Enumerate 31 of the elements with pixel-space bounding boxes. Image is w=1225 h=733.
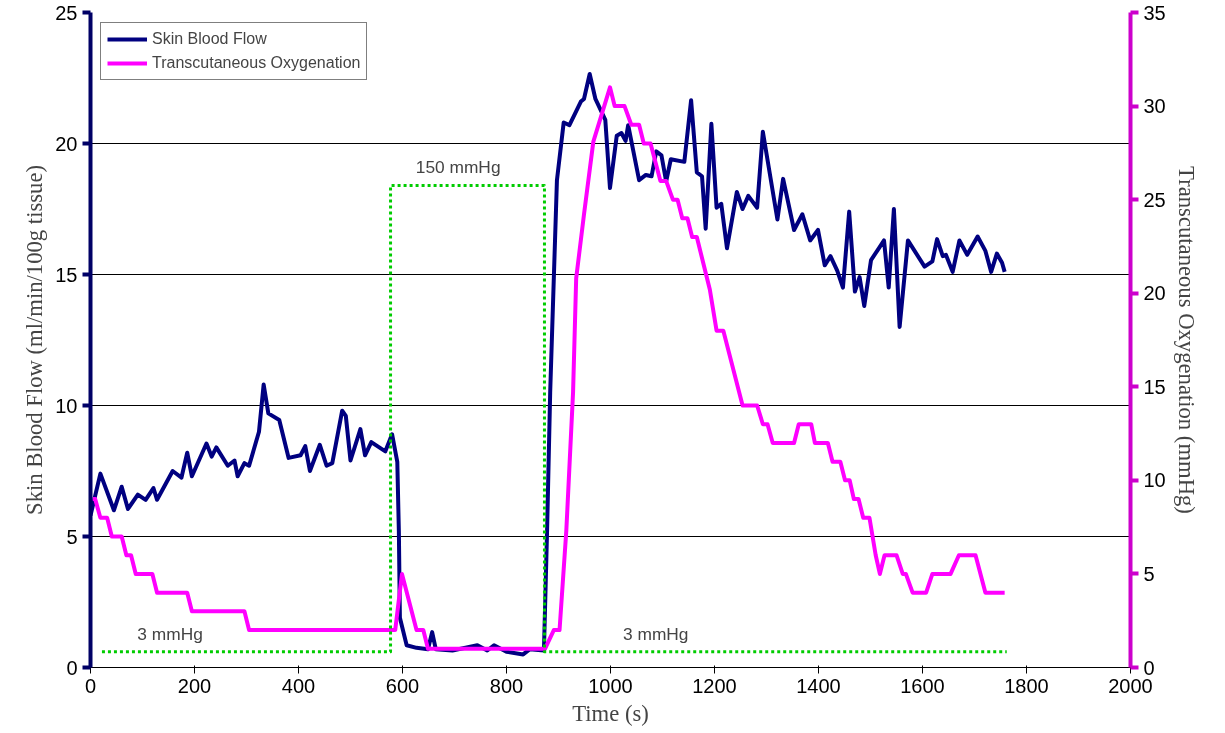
- y2-tick-label: 35: [1143, 1, 1166, 24]
- annotation: 3 mmHg: [623, 623, 689, 644]
- legend-label: Transcutaneous Oxygenation: [152, 54, 361, 72]
- legend-label: Skin Blood Flow: [152, 30, 267, 48]
- x-tick-label: 600: [385, 674, 420, 697]
- y-tick-label: 0: [66, 656, 78, 679]
- x-tick-label: 1800: [1004, 674, 1049, 697]
- y2-tick-label: 15: [1143, 375, 1166, 398]
- y2-axis-title: Transcutaneous Oxygenation (mmHg): [1173, 166, 1199, 514]
- y-tick-label: 25: [55, 1, 78, 24]
- y-tick-label: 10: [55, 394, 78, 417]
- y2-tick-label: 30: [1143, 95, 1166, 118]
- annotation: 150 mmHg: [415, 157, 501, 178]
- annotation: 3 mmHg: [137, 623, 203, 644]
- x-tick-label: 800: [489, 674, 524, 697]
- y2-tick-label: 10: [1143, 469, 1166, 492]
- y2-tick-label: 5: [1143, 562, 1155, 585]
- x-tick-label: 1000: [588, 674, 633, 697]
- x-tick-label: 1200: [692, 674, 737, 697]
- y-tick-label: 15: [55, 263, 78, 286]
- x-tick-label: 1600: [900, 674, 945, 697]
- x-tick-label: 200: [177, 674, 212, 697]
- x-tick-label: 0: [84, 674, 97, 697]
- y-tick-label: 20: [55, 132, 78, 155]
- x-tick-label: 1400: [796, 674, 841, 697]
- y2-tick-label: 20: [1143, 282, 1166, 305]
- y2-tick-label: 25: [1143, 188, 1166, 211]
- y-tick-label: 5: [66, 525, 78, 548]
- x-axis-title: Time (s): [572, 700, 649, 726]
- y-axis-title: Skin Blood Flow (ml/min/100g tissue): [22, 165, 48, 515]
- x-tick-label: 400: [281, 674, 316, 697]
